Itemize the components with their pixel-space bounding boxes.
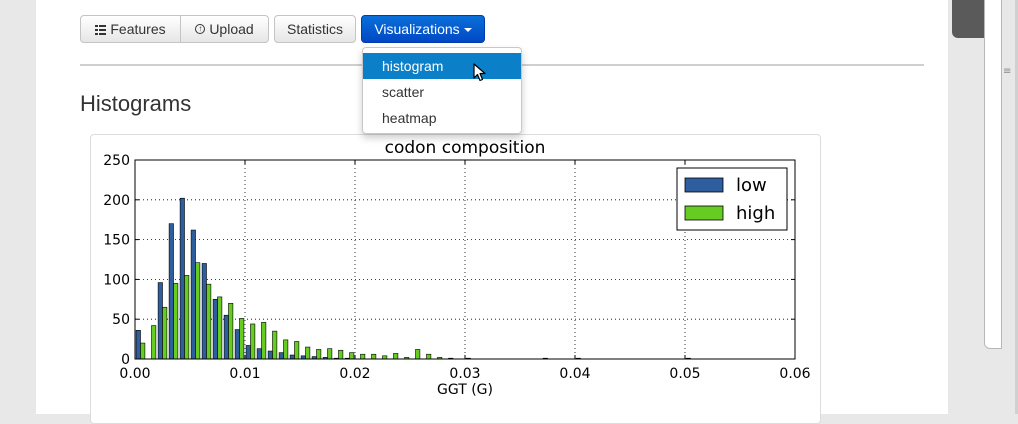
x-tick-label: 0.04 bbox=[559, 366, 590, 382]
bar-high bbox=[305, 346, 311, 360]
bar-high bbox=[283, 339, 289, 360]
x-tick-label: 0.03 bbox=[449, 366, 480, 382]
y-tick-label: 0 bbox=[121, 352, 130, 368]
bar-low bbox=[289, 354, 295, 360]
visualizations-dropdown-button[interactable]: Visualizations bbox=[361, 15, 485, 43]
legend-label-low: low bbox=[736, 175, 767, 196]
legend-label-high: high bbox=[736, 203, 775, 224]
bar-low bbox=[212, 299, 218, 360]
features-button[interactable]: Features bbox=[80, 15, 181, 43]
features-button-label: Features bbox=[110, 21, 166, 37]
bar-high bbox=[294, 341, 300, 360]
bar-low bbox=[267, 350, 273, 360]
bar-high bbox=[173, 283, 179, 360]
bar-low bbox=[278, 352, 284, 360]
bar-high bbox=[371, 353, 377, 360]
bar-high bbox=[162, 306, 168, 360]
visualizations-menu: histogram scatter heatmap bbox=[362, 47, 522, 134]
bar-low bbox=[256, 348, 262, 360]
upload-button-label: Upload bbox=[209, 21, 254, 37]
statistics-button-label: Statistics bbox=[286, 21, 343, 37]
caret-down-icon bbox=[463, 28, 472, 33]
upload-icon: ↑ bbox=[195, 24, 206, 35]
y-tick-label: 150 bbox=[103, 233, 130, 249]
mouse-cursor-icon bbox=[473, 63, 486, 82]
histogram-chart: 0.00 0.01 0.02 0.03 0.04 0.05 0.06 0 50 100 150 200… bbox=[103, 138, 810, 398]
statistics-button[interactable]: Statistics bbox=[274, 15, 356, 43]
x-tick-label: 0.06 bbox=[779, 366, 810, 382]
bar-low bbox=[245, 345, 251, 360]
bar-high bbox=[327, 348, 333, 360]
bar-high bbox=[151, 325, 157, 360]
bar-low bbox=[201, 263, 207, 360]
bar-low bbox=[190, 229, 196, 360]
bar-low bbox=[168, 223, 174, 360]
bar-low bbox=[179, 197, 185, 360]
page-title: Histograms bbox=[80, 91, 192, 116]
legend-swatch-high bbox=[684, 205, 724, 221]
x-tick-label: 0.05 bbox=[669, 366, 700, 382]
bar-low bbox=[223, 314, 229, 360]
bar-high bbox=[338, 349, 344, 360]
y-tick-label: 100 bbox=[103, 272, 130, 288]
bar-high bbox=[239, 318, 245, 360]
x-tick-label: 0.02 bbox=[339, 366, 370, 382]
x-axis-label: GGT (G) bbox=[437, 382, 493, 398]
list-icon bbox=[95, 24, 107, 35]
window-edge bbox=[1015, 0, 1018, 414]
menu-item-heatmap[interactable]: heatmap bbox=[382, 110, 437, 126]
bar-high bbox=[360, 353, 366, 360]
bar-high bbox=[393, 353, 399, 360]
bar-high bbox=[140, 342, 146, 360]
menu-item-histogram[interactable]: histogram bbox=[363, 53, 521, 79]
bar-high bbox=[426, 353, 432, 360]
menu-item-scatter[interactable]: scatter bbox=[382, 84, 425, 100]
bar-high bbox=[349, 352, 355, 360]
bar-low bbox=[157, 282, 163, 360]
scrollbar[interactable] bbox=[984, 0, 1002, 349]
chart-title: codon composition bbox=[385, 138, 546, 158]
bar-high bbox=[195, 262, 201, 360]
bar-high bbox=[415, 349, 421, 360]
scrollbar-grip-icon[interactable]: ≡ bbox=[1003, 66, 1012, 77]
y-tick-label: 200 bbox=[103, 193, 130, 209]
bar-high bbox=[316, 349, 322, 360]
bar-low bbox=[135, 330, 141, 360]
legend-swatch-low bbox=[684, 177, 724, 193]
visualizations-button-label: Visualizations bbox=[374, 21, 460, 37]
bar-high bbox=[261, 322, 267, 360]
bar-high bbox=[250, 323, 256, 360]
upload-button[interactable]: ↑ Upload bbox=[180, 15, 269, 43]
bar-high bbox=[272, 330, 278, 360]
bar-high bbox=[184, 275, 190, 360]
bar-low bbox=[234, 329, 240, 360]
y-tick-label: 250 bbox=[103, 153, 130, 169]
bar-high bbox=[228, 302, 234, 360]
bar-high bbox=[206, 283, 212, 360]
x-tick-label: 0.01 bbox=[229, 366, 260, 382]
y-tick-label: 50 bbox=[112, 312, 130, 328]
x-tick-label: 0.00 bbox=[119, 366, 150, 382]
bar-high bbox=[217, 296, 223, 360]
